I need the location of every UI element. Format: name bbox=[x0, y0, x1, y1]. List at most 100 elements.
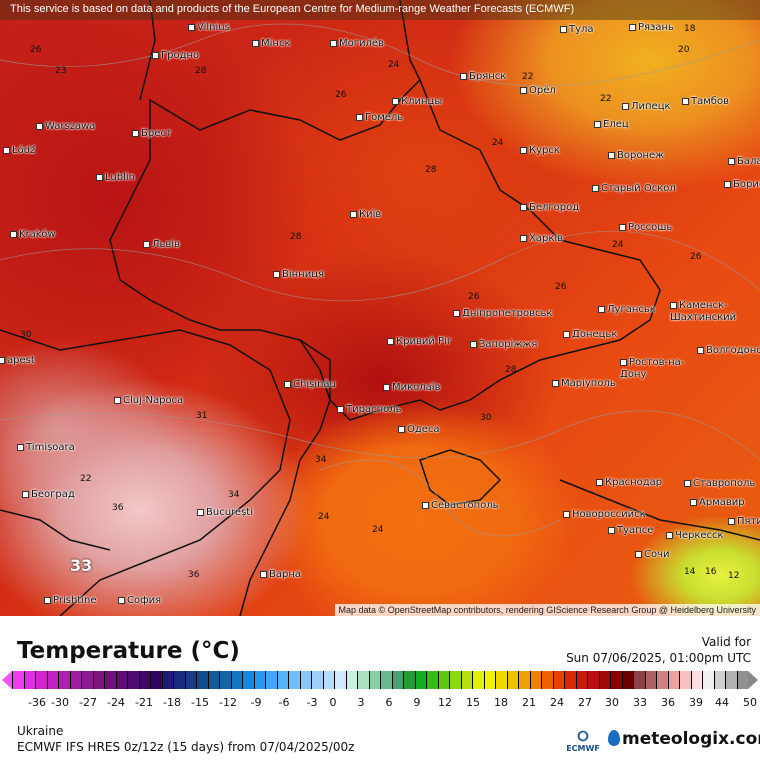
city-label: Воронеж bbox=[608, 150, 664, 161]
city-label: Timișoara bbox=[17, 442, 75, 453]
temperature-map[interactable]: Vilnius Рязань Тула Мінск Могилёв Гродно Warsz… bbox=[0, 0, 760, 616]
colorbar-tick-label: -3 bbox=[306, 696, 318, 709]
city-label: Kraków bbox=[10, 229, 56, 240]
colorbar-segment bbox=[449, 671, 461, 689]
colorbar-tick-label: 3 bbox=[357, 696, 365, 709]
city-label: Орёл bbox=[520, 85, 556, 96]
city-label: Београд bbox=[22, 489, 75, 500]
colorbar-tick-label: 39 bbox=[689, 696, 703, 709]
colorbar-tick-label: -18 bbox=[163, 696, 181, 709]
colorbar-segment bbox=[242, 671, 254, 689]
temperature-value: 22 bbox=[80, 474, 92, 484]
city-label: Клинцы bbox=[392, 96, 442, 107]
border-lines bbox=[0, 0, 760, 616]
city-label: Харків bbox=[520, 233, 563, 244]
colorbar-tick-label: 6 bbox=[385, 696, 393, 709]
city-label: Гродно bbox=[152, 50, 199, 61]
city-label: Мінск bbox=[252, 38, 290, 49]
city-label: Сочи bbox=[635, 549, 670, 560]
colorbar-segment bbox=[529, 671, 541, 689]
city-label: Туапсе bbox=[608, 525, 653, 536]
colorbar-tick-label: 15 bbox=[466, 696, 480, 709]
map-attribution[interactable]: Map data © OpenStreetMap contributors, r… bbox=[334, 604, 760, 616]
colorbar-segment bbox=[633, 671, 645, 689]
colorbar-segment bbox=[127, 671, 139, 689]
colorbar-segment bbox=[564, 671, 576, 689]
colorbar-segment bbox=[173, 671, 185, 689]
colorbar-segment bbox=[265, 671, 277, 689]
city-label: Łódź bbox=[3, 145, 35, 156]
city-label: Дніпропетровськ bbox=[453, 308, 552, 319]
colorbar-segment bbox=[334, 671, 346, 689]
legend-title: Temperature (°C) bbox=[17, 638, 240, 664]
colorbar-segment bbox=[610, 671, 622, 689]
temperature-value: 30 bbox=[480, 413, 492, 423]
colorbar-segment bbox=[81, 671, 93, 689]
city-label: Warszawa bbox=[36, 121, 95, 132]
city-label: Chișinău bbox=[284, 379, 336, 390]
temperature-value: 23 bbox=[55, 66, 67, 76]
temperature-value: 33 bbox=[70, 556, 93, 575]
colorbar-segment bbox=[391, 671, 403, 689]
colorbar-segment bbox=[288, 671, 300, 689]
valid-label: Valid for bbox=[701, 635, 751, 649]
colorbar-tick-label: 50 bbox=[743, 696, 757, 709]
colorbar-segment bbox=[322, 671, 334, 689]
colorbar-segment bbox=[414, 671, 426, 689]
city-label: Lublin bbox=[96, 172, 135, 183]
colorbar-segment bbox=[679, 671, 691, 689]
temperature-value: 24 bbox=[612, 240, 624, 250]
city-label: Луганськ bbox=[598, 304, 656, 315]
colorbar-segment bbox=[587, 671, 599, 689]
region-label: Ukraine bbox=[17, 724, 64, 738]
city-label: Армавир bbox=[690, 497, 745, 508]
city-label: Бала bbox=[728, 156, 760, 167]
temperature-value: 18 bbox=[684, 24, 696, 34]
city-label: Россошь bbox=[619, 222, 672, 233]
city-label: Новороссийск bbox=[563, 509, 646, 520]
city-label: Севастополь bbox=[422, 500, 499, 511]
city-label: Курск bbox=[520, 145, 560, 156]
colorbar-tick-label: -12 bbox=[219, 696, 237, 709]
colorbar-segment bbox=[667, 671, 679, 689]
colorbar-segment bbox=[483, 671, 495, 689]
colorbar-segment bbox=[713, 671, 725, 689]
colorbar-segment bbox=[311, 671, 323, 689]
city-label: Київ bbox=[350, 209, 381, 220]
colorbar-segment bbox=[276, 671, 288, 689]
temperature-value: 28 bbox=[505, 365, 517, 375]
temperature-value: 34 bbox=[228, 490, 240, 500]
colorbar-segment bbox=[656, 671, 668, 689]
city-label: Миколаїв bbox=[383, 382, 440, 393]
temperature-value: 26 bbox=[690, 252, 702, 262]
meteologix-logo[interactable]: meteologix.com bbox=[608, 729, 760, 749]
colorbar-segment bbox=[138, 671, 150, 689]
colorbar-segment bbox=[345, 671, 357, 689]
colorbar-segment bbox=[725, 671, 737, 689]
temperature-value: 24 bbox=[388, 60, 400, 70]
colorbar-max-arrow bbox=[748, 671, 758, 689]
colorbar-segment bbox=[495, 671, 507, 689]
colorbar-tick-label: 44 bbox=[715, 696, 729, 709]
colorbar-tick-label: -24 bbox=[107, 696, 125, 709]
ecmwf-logo[interactable]: ⭘ ECMWF bbox=[563, 730, 603, 753]
city-label: Волгодонск bbox=[697, 345, 760, 356]
temperature-value: 28 bbox=[425, 165, 437, 175]
colorbar-segment bbox=[150, 671, 162, 689]
city-label: Брянск bbox=[460, 71, 506, 82]
colorbar-segment bbox=[736, 671, 748, 689]
city-label: Одеса bbox=[398, 424, 440, 435]
colorbar-segment bbox=[437, 671, 449, 689]
colorbar-segment bbox=[115, 671, 127, 689]
city-label: Гомель bbox=[356, 112, 403, 123]
city-label: Тирасполь bbox=[337, 404, 402, 415]
city-label: Елец bbox=[594, 119, 629, 130]
city-label: Cluj-Napoca bbox=[114, 395, 183, 406]
temperature-value: 16 bbox=[705, 567, 717, 577]
temperature-value: 28 bbox=[290, 232, 302, 242]
colorbar-segment bbox=[357, 671, 369, 689]
colorbar-segment bbox=[207, 671, 219, 689]
colorbar-tick-label: 27 bbox=[578, 696, 592, 709]
valid-time-block: Valid for Sun 07/06/2025, 01:00pm UTC bbox=[566, 634, 751, 666]
colorbar-segment bbox=[58, 671, 70, 689]
